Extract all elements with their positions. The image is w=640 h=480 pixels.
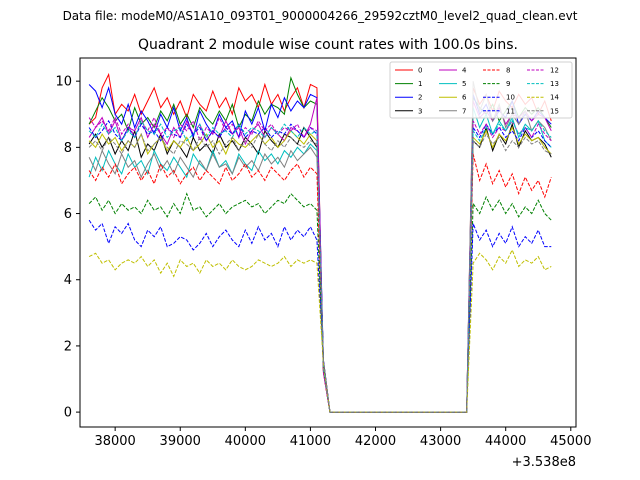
x-tick-label: 38000 bbox=[94, 434, 135, 449]
legend-label-5: 5 bbox=[462, 80, 466, 88]
series-line-10 bbox=[88, 219, 552, 413]
legend-label-6: 6 bbox=[462, 94, 467, 102]
legend-label-10: 10 bbox=[506, 94, 515, 102]
legend-label-2: 2 bbox=[418, 94, 422, 102]
x-axis-offset-label: +3.538e8 bbox=[512, 455, 576, 470]
y-tick-label: 0 bbox=[64, 406, 72, 421]
x-tick-label: 39000 bbox=[160, 434, 201, 449]
axes-frame bbox=[79, 57, 577, 428]
series-line-8 bbox=[88, 153, 552, 413]
legend-label-12: 12 bbox=[550, 67, 559, 75]
series-line-15 bbox=[88, 132, 552, 413]
legend-label-14: 14 bbox=[550, 94, 559, 102]
legend-box bbox=[389, 61, 573, 119]
series-line-14 bbox=[88, 248, 552, 413]
legend-label-11: 11 bbox=[506, 107, 515, 115]
data-file-title: Data file: modeM0/AS1A10_093T01_90000042… bbox=[63, 9, 578, 23]
y-tick-label: 4 bbox=[64, 273, 72, 288]
x-tick-label: 44000 bbox=[485, 434, 526, 449]
legend-label-3: 3 bbox=[418, 107, 422, 115]
series-layer bbox=[88, 72, 552, 413]
x-axis: 38000 39000 40000 41000 42000 43000 44000 45000 bbox=[94, 427, 591, 449]
y-axis: 0 2 4 6 8 10 bbox=[55, 75, 80, 421]
series-line-12 bbox=[88, 116, 552, 413]
x-tick-label: 43000 bbox=[420, 434, 461, 449]
legend-label-0: 0 bbox=[418, 67, 422, 75]
x-tick-label: 45000 bbox=[550, 434, 591, 449]
legend-label-9: 9 bbox=[506, 80, 510, 88]
y-tick-label: 6 bbox=[64, 207, 72, 222]
legend-label-13: 13 bbox=[550, 80, 559, 88]
legend-label-1: 1 bbox=[418, 80, 422, 88]
y-tick-label: 8 bbox=[64, 141, 72, 156]
y-tick-label: 10 bbox=[55, 75, 72, 90]
chart-title: Quadrant 2 module wise count rates with … bbox=[138, 37, 518, 53]
x-tick-label: 40000 bbox=[225, 434, 266, 449]
y-tick-label: 2 bbox=[64, 339, 72, 354]
x-tick-label: 41000 bbox=[290, 434, 331, 449]
legend-label-7: 7 bbox=[462, 107, 466, 115]
legend-label-15: 15 bbox=[550, 107, 559, 115]
legend-label-4: 4 bbox=[462, 67, 467, 75]
x-tick-label: 42000 bbox=[355, 434, 396, 449]
series-line-9 bbox=[88, 192, 552, 413]
legend-label-8: 8 bbox=[506, 67, 510, 75]
